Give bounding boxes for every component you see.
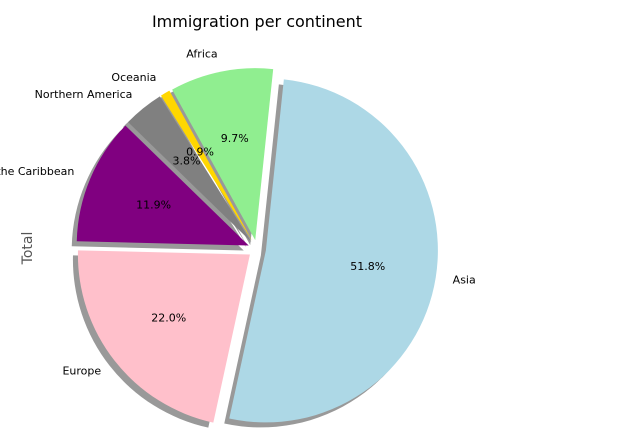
- slice-percent-northern-america: 3.8%: [172, 155, 200, 168]
- slice-percent-africa: 9.7%: [221, 132, 249, 145]
- slice-europe: [77, 250, 250, 423]
- slice-label-asia: Asia: [453, 274, 476, 287]
- slice-labels: Africa 9.7% Oceania 0.9% Northern America 3.8…: [0, 48, 476, 378]
- slice-label-latin-america-and-the-caribbean: Latin America and the Caribbean: [0, 165, 74, 178]
- slice-percent-asia: 51.8%: [350, 260, 385, 273]
- slice-oceania: [160, 90, 253, 242]
- slice-percent-europe: 22.0%: [151, 311, 186, 324]
- slice-percent-latin-america-and-the-caribbean: 11.9%: [136, 198, 171, 211]
- y-axis-label: Total: [20, 232, 36, 266]
- slices: [76, 68, 438, 423]
- chart-title: Immigration per continent: [152, 12, 362, 31]
- slice-label-europe: Europe: [62, 364, 101, 377]
- slice-label-africa: Africa: [186, 48, 217, 61]
- slice-asia: [229, 79, 438, 423]
- slice-northern-america: [128, 96, 252, 243]
- slice-label-northern-america: Northern America: [35, 88, 133, 101]
- slice-percent-oceania: 0.9%: [186, 145, 214, 158]
- slice-label-oceania: Oceania: [111, 71, 156, 84]
- slice-africa: [172, 68, 274, 241]
- slice-latin-america-and-the-caribbean: [76, 125, 249, 246]
